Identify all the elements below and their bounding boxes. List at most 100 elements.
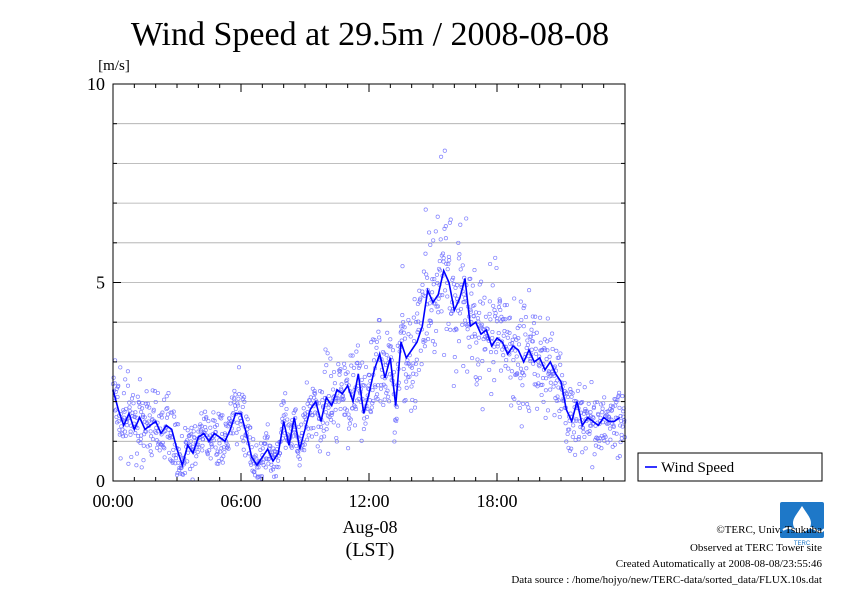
sample-point [517,323,522,328]
sample-point [213,445,218,450]
sample-point [494,319,499,324]
sample-point [430,290,435,295]
sample-point [525,338,530,343]
sample-point [612,442,617,447]
sample-point [376,329,381,334]
sample-point [375,392,380,397]
sample-point [217,441,222,446]
sample-point [521,324,526,329]
sample-point [134,463,139,468]
sample-point [281,400,286,405]
sample-point [444,326,449,332]
sample-point [505,329,510,334]
sample-point [371,358,377,363]
sample-point [443,224,448,229]
sample-point [622,420,627,425]
sample-point [251,437,256,442]
sample-point [565,431,570,437]
sample-point [432,277,437,282]
sample-point [477,375,482,380]
sample-point [571,430,577,435]
sample-point [591,404,597,409]
sample-point [527,288,532,293]
sample-point [348,417,353,422]
sample-point [142,419,147,424]
sample-point [385,388,390,393]
sample-point [436,296,441,301]
sample-point [276,458,281,463]
sample-point [377,318,382,323]
sample-point [220,413,225,418]
sample-point [323,410,328,415]
sample-point [316,401,321,406]
sample-point [154,438,159,443]
sample-point [347,421,352,426]
sample-point [457,311,462,316]
sample-point [338,406,343,412]
sample-point [145,401,150,406]
sample-point [164,406,169,412]
sample-point [336,399,341,404]
sample-point [509,403,514,408]
sample-point [111,375,116,380]
sample-point [441,256,446,261]
sample-point [361,427,366,432]
sample-point [488,350,494,355]
sample-point [426,337,431,342]
sample-point [118,456,123,461]
sample-point [444,261,449,266]
sample-point [490,335,495,341]
sample-point [309,434,315,439]
sample-point [225,424,230,429]
sample-point [465,327,470,332]
legend: Wind Speed [637,452,823,482]
sample-point [268,443,273,448]
sample-point [462,300,467,305]
sample-point [438,237,443,242]
sample-point [340,397,345,403]
sample-point [513,348,518,353]
sample-point [445,294,450,299]
sample-point [254,456,259,461]
x-ticks: 00:00 06:00 12:00 18:00 [92,84,626,511]
sample-point [245,417,250,422]
sample-point [523,315,528,320]
sample-point [548,337,553,342]
sample-point [234,442,239,447]
sample-point [527,408,532,413]
sample-point [474,382,479,387]
sample-point [453,293,458,298]
sample-point [495,316,500,321]
sample-point [474,340,479,345]
sample-point [130,392,136,398]
sample-point [160,440,165,445]
sample-point [155,390,160,396]
sample-point [135,394,140,399]
sample-point [254,443,259,448]
sample-point [212,418,217,423]
sample-point [289,445,294,450]
sample-point [470,334,475,339]
sample-point [443,236,448,241]
sample-point [498,307,503,313]
sample-point [331,369,337,375]
sample-point [374,352,379,357]
sample-point [548,380,553,385]
sample-point [614,431,619,436]
copyright-text: ©TERC, Univ. Tsukuba [716,524,822,536]
sample-point [125,383,131,388]
sample-point [435,214,440,219]
sample-point [271,464,276,469]
sample-point [344,378,349,383]
sample-point [443,288,448,293]
sample-point [346,446,351,451]
sample-point [442,148,447,153]
sample-point [569,394,574,399]
sample-point [529,347,534,352]
sample-point [150,417,155,422]
sample-point [126,461,131,466]
sample-point [151,407,156,412]
sample-point [176,460,181,465]
sample-point [357,363,362,369]
sample-point [232,388,237,393]
